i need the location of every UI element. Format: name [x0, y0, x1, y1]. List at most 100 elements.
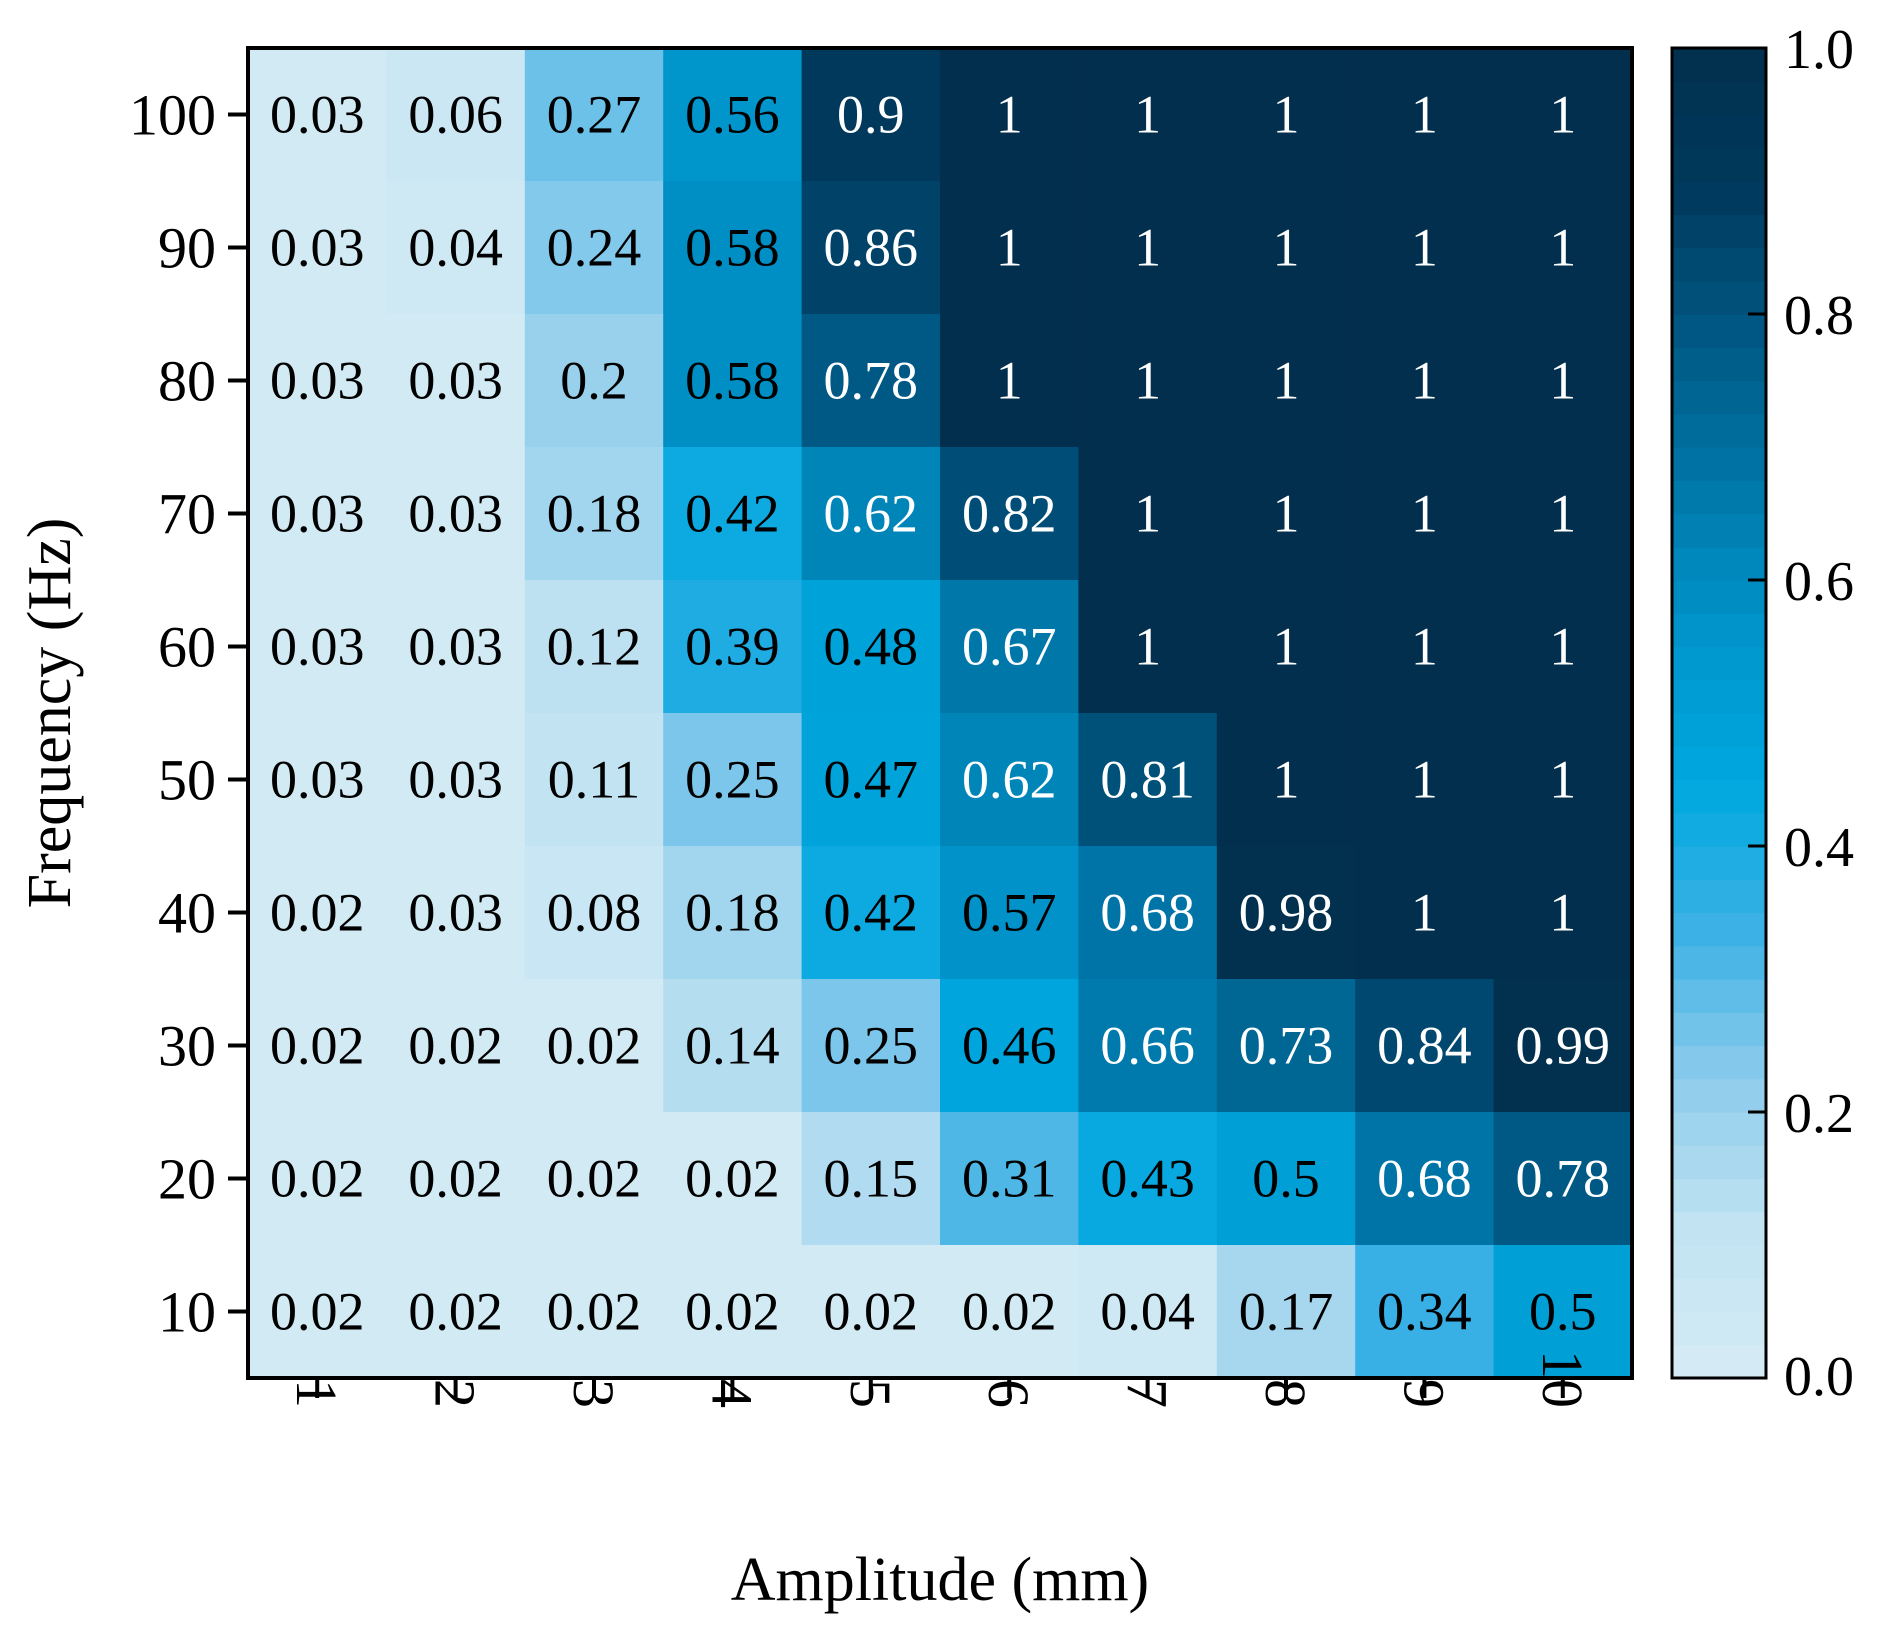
x-tick-label: 8	[1253, 1379, 1318, 1408]
colorbar-band	[1672, 347, 1766, 382]
heatmap-cell	[524, 1112, 664, 1246]
colorbar-band	[1672, 979, 1766, 1013]
cell-value-label: 0.02	[408, 1282, 503, 1342]
heatmap-cell	[1216, 1245, 1356, 1379]
cell-value-label: 0.42	[685, 484, 780, 544]
cell-value-label: 0.5	[1252, 1149, 1320, 1209]
heatmap-cell	[1078, 1245, 1218, 1379]
cell-value-label: 1	[1134, 218, 1161, 278]
cell-value-label: 0.02	[685, 1282, 780, 1342]
heatmap-cell	[386, 580, 526, 714]
heatmap-cell	[248, 181, 387, 315]
heatmap-cell	[1493, 447, 1633, 581]
cell-value-label: 0.03	[270, 750, 365, 810]
cell-value-label: 0.9	[837, 85, 905, 145]
cell-value-label: 1	[1549, 85, 1576, 145]
cell-value-label: 0.25	[685, 750, 780, 810]
cell-value-label: 1	[1549, 218, 1576, 278]
x-tick-label: 5	[838, 1379, 903, 1408]
cell-value-label: 0.98	[1239, 883, 1334, 943]
cell-value-label: 0.78	[824, 351, 919, 411]
cell-value-label: 0.42	[824, 883, 919, 943]
cell-value-label: 1	[1411, 351, 1438, 411]
cell-value-label: 0.15	[824, 1149, 919, 1209]
heatmap-cell	[248, 314, 387, 448]
heatmap-cell	[1493, 1245, 1633, 1379]
heatmap-cell	[1216, 447, 1356, 581]
cell-value-label: 0.04	[408, 218, 503, 278]
cell-value-label: 1	[996, 351, 1023, 411]
heatmap-cell	[1078, 846, 1218, 980]
cell-value-label: 0.58	[685, 218, 780, 278]
colorbar-band	[1672, 1245, 1766, 1279]
heatmap-cells: 0.03 0.06 0.27 0.56 0.9 1 1 1 1 1 0.03 0.04 0.24 0.58…	[248, 48, 1633, 1379]
cell-value-label: 0.86	[824, 218, 919, 278]
cell-value-label: 0.03	[270, 85, 365, 145]
cell-value-label: 1	[1549, 750, 1576, 810]
cell-value-label: 0.03	[408, 750, 503, 810]
x-tick-label: 9	[1391, 1379, 1456, 1408]
cell-value-label: 0.02	[270, 1016, 365, 1076]
cell-value-label: 0.02	[547, 1282, 642, 1342]
cell-value-label: 1	[1273, 617, 1300, 677]
heatmap-cell	[1355, 181, 1495, 315]
cell-value-label: 0.99	[1516, 1016, 1611, 1076]
heatmap-cell	[1216, 580, 1356, 714]
heatmap-cell	[663, 447, 803, 581]
cell-value-label: 1	[1411, 484, 1438, 544]
heatmap-cell	[940, 447, 1079, 581]
colorbar-band	[1672, 314, 1766, 348]
cell-value-label: 0.84	[1377, 1016, 1472, 1076]
cell-value-label: 1	[1549, 883, 1576, 943]
heatmap-cell	[1078, 979, 1218, 1113]
heatmap-cell	[248, 713, 387, 847]
cell-value-label: 0.02	[270, 1149, 365, 1209]
colorbar-band	[1672, 679, 1766, 714]
heatmap-cell	[524, 314, 664, 448]
colorbar-band	[1672, 447, 1766, 481]
heatmap-cell	[386, 979, 526, 1113]
x-tick-label: 7	[1115, 1379, 1180, 1408]
colorbar-band	[1672, 613, 1766, 648]
cell-value-label: 0.68	[1377, 1149, 1472, 1209]
cell-value-label: 1	[1549, 617, 1576, 677]
cell-value-label: 0.46	[962, 1016, 1057, 1076]
heatmap-cell	[663, 314, 803, 448]
plot-frame	[246, 46, 1634, 1380]
cell-value-label: 0.56	[685, 85, 780, 145]
cell-value-label: 0.03	[408, 484, 503, 544]
heatmap-cell	[524, 580, 664, 714]
cell-value-label: 0.11	[548, 750, 641, 810]
cell-value-label: 0.02	[547, 1149, 642, 1209]
heatmap-cell	[1493, 181, 1633, 315]
cell-value-label: 0.02	[547, 1016, 642, 1076]
cell-value-label: 0.18	[547, 484, 642, 544]
heatmap-cell	[248, 1245, 387, 1379]
cell-value-label: 0.78	[1516, 1149, 1611, 1209]
cell-value-label: 0.08	[547, 883, 642, 943]
cell-value-label: 1	[1411, 617, 1438, 677]
heatmap-cell	[801, 48, 941, 182]
cell-value-label: 0.03	[408, 351, 503, 411]
y-tick-label: 30	[158, 1014, 216, 1079]
cell-value-label: 0.67	[962, 617, 1057, 677]
colorbar-band	[1672, 280, 1766, 315]
cell-value-label: 0.5	[1529, 1282, 1597, 1342]
cell-value-label: 1	[1273, 750, 1300, 810]
colorbar-band	[1672, 81, 1766, 116]
heatmap-cell	[1493, 846, 1633, 980]
heatmap-cell	[801, 713, 941, 847]
x-axis-title: Amplitude (mm)	[731, 1546, 1149, 1614]
heatmap-cell	[940, 846, 1079, 980]
colorbar-band	[1672, 48, 1766, 82]
y-tick-label: 70	[158, 482, 216, 547]
cell-value-label: 0.66	[1100, 1016, 1195, 1076]
heatmap-cell	[1493, 1112, 1633, 1246]
colorbar-band	[1672, 1078, 1766, 1113]
colorbar-band	[1672, 1178, 1766, 1213]
heatmap-cell	[663, 979, 803, 1113]
heatmap-cell	[1355, 447, 1495, 581]
heatmap-cell	[1078, 1112, 1218, 1246]
colorbar-band	[1672, 912, 1766, 947]
x-tick-label: 2	[423, 1379, 488, 1408]
